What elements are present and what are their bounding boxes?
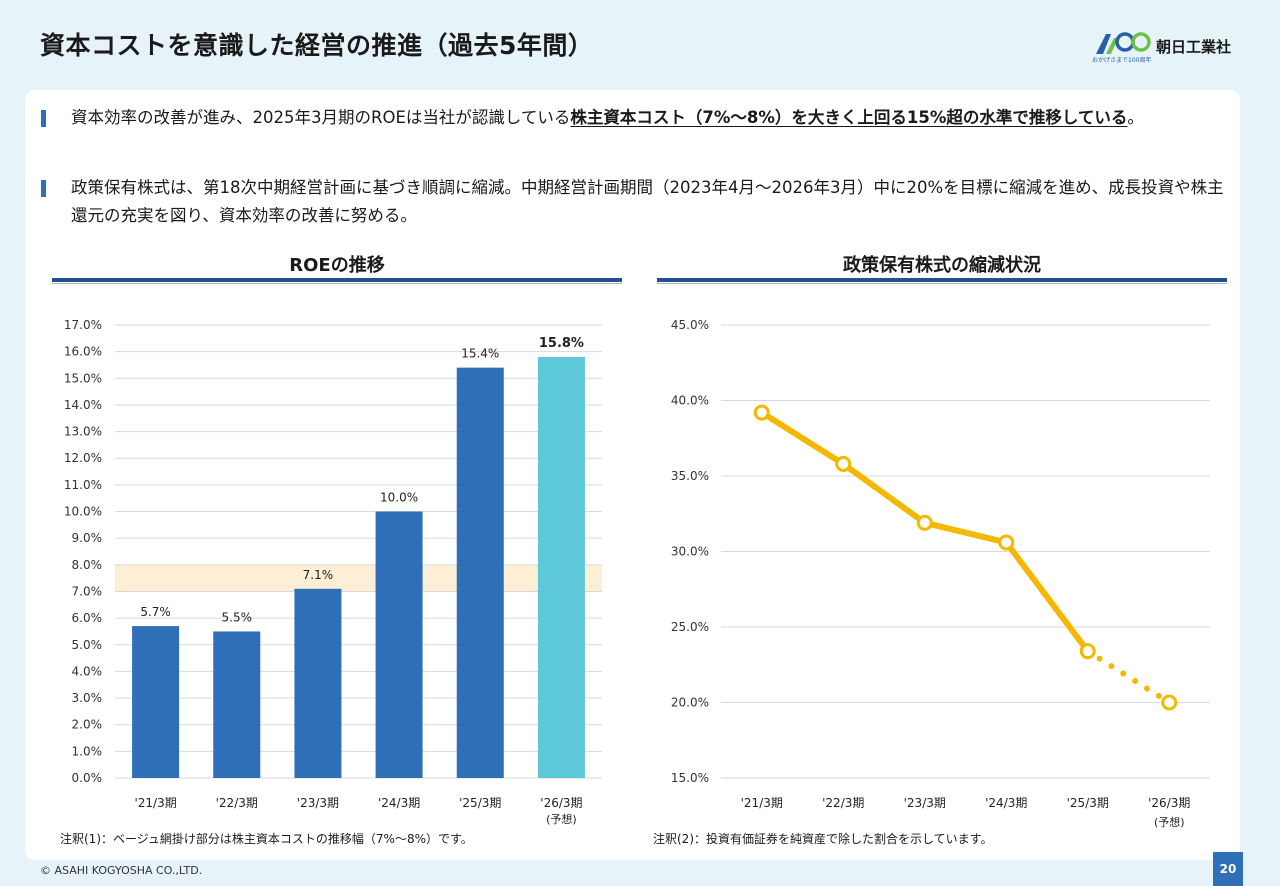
y-tick-label: 6.0% <box>72 611 103 625</box>
y-tick-label: 1.0% <box>72 744 103 758</box>
series-line-forecast <box>1084 648 1173 706</box>
y-tick-label: 10.0% <box>64 505 102 519</box>
y-tick-label: 45.0% <box>671 318 709 332</box>
x-tick-label: '26/3期 <box>1148 796 1190 810</box>
bullet-marker <box>41 180 46 197</box>
y-tick-label: 35.0% <box>671 469 709 483</box>
data-label: 7.1% <box>303 568 334 582</box>
bar <box>456 367 504 778</box>
data-label: 15.4% <box>461 347 499 361</box>
x-tick-label: '22/3期 <box>822 796 864 810</box>
roe-chart-note: 注釈(1)：ベージュ網掛け部分は株主資本コストの推移幅（7%～8%）です。 <box>60 832 473 846</box>
data-label: 5.5% <box>222 610 253 624</box>
data-point <box>998 534 1015 551</box>
data-point <box>753 404 770 421</box>
data-label: 5.7% <box>140 605 171 619</box>
x-tick-label: '21/3期 <box>134 796 176 810</box>
y-tick-label: 25.0% <box>671 620 709 634</box>
y-tick-label: 30.0% <box>671 545 709 559</box>
data-point <box>1161 694 1178 711</box>
bullet-cross-shareholdings: 政策保有株式は、第18次中期経営計画に基づき順調に縮減。中期経営計画期間（202… <box>41 174 1231 230</box>
y-tick-label: 12.0% <box>64 451 102 465</box>
y-tick-label: 11.0% <box>64 478 102 492</box>
y-tick-label: 13.0% <box>64 425 102 439</box>
y-tick-label: 3.0% <box>72 691 103 705</box>
bar <box>294 588 342 778</box>
x-tick-label: '25/3期 <box>1067 796 1109 810</box>
roe-chart-title: ROEの推移 <box>289 255 385 276</box>
y-tick-label: 14.0% <box>64 398 102 412</box>
x-tick-sublabel: (予想) <box>546 812 577 826</box>
logo-emblem-icon <box>1096 32 1151 54</box>
page-number: 20 <box>1213 852 1243 886</box>
data-label: 10.0% <box>380 491 418 505</box>
holdings-chart-note: 注釈(2)：投資有価証券を純資産で除した割合を示しています。 <box>653 832 993 846</box>
y-tick-label: 5.0% <box>72 638 103 652</box>
data-point <box>835 455 852 472</box>
y-tick-label: 20.0% <box>671 696 709 710</box>
y-tick-label: 15.0% <box>64 371 102 385</box>
logo-company-name: 朝日工業社 <box>1156 38 1232 56</box>
series-line-actual <box>758 409 1091 655</box>
bullet-highlight: 株主資本コスト（7%～8%）を大きく上回る15%超の水準で推移している <box>570 108 1128 127</box>
y-tick-label: 2.0% <box>72 718 103 732</box>
y-tick-label: 15.0% <box>671 771 709 785</box>
y-tick-label: 8.0% <box>72 558 103 572</box>
bullet-text: 資本効率の改善が進み、2025年3月期のROEは当社が認識している株主資本コスト… <box>71 108 1144 127</box>
x-tick-label: '24/3期 <box>985 796 1027 810</box>
x-tick-label: '22/3期 <box>216 796 258 810</box>
x-tick-sublabel: (予想) <box>1154 815 1185 829</box>
company-logo: おかげさまで100周年 朝日工業社 <box>1092 30 1242 64</box>
bar <box>537 356 585 778</box>
x-tick-label: '23/3期 <box>297 796 339 810</box>
y-tick-label: 7.0% <box>72 584 103 598</box>
y-tick-label: 17.0% <box>64 318 102 332</box>
cost-band <box>115 564 602 592</box>
holdings-chart: 15.0% 20.0% 25.0% 30.0% 35.0% 40.0% 45.0% '21/3… <box>671 318 1210 829</box>
y-tick-label: 0.0% <box>72 771 103 785</box>
x-tick-label: '21/3期 <box>741 796 783 810</box>
x-tick-label: '26/3期 <box>540 796 582 810</box>
bar <box>132 626 180 778</box>
x-tick-label: '25/3期 <box>459 796 501 810</box>
roe-chart-rule <box>52 278 622 284</box>
data-point <box>1079 643 1096 660</box>
x-tick-label: '24/3期 <box>378 796 420 810</box>
holdings-chart-title: 政策保有株式の縮減状況 <box>843 255 1041 276</box>
roe-chart: 0.0% 1.0% 2.0% 3.0% 4.0% 5.0% 6.0% 7.0% 8.0% 9.0%… <box>64 318 602 826</box>
bullet-roe: 資本効率の改善が進み、2025年3月期のROEは当社が認識している株主資本コスト… <box>41 104 1231 132</box>
y-tick-label: 4.0% <box>72 664 103 678</box>
holdings-chart-rule <box>657 278 1227 284</box>
bar <box>213 631 261 778</box>
y-tick-label: 40.0% <box>671 394 709 408</box>
data-point <box>916 514 933 531</box>
copyright: © ASAHI KOGYOSHA CO.,LTD. <box>40 864 203 877</box>
y-tick-label: 16.0% <box>64 345 102 359</box>
data-label: 15.8% <box>539 336 584 351</box>
bullet-marker <box>41 110 46 127</box>
y-tick-label: 9.0% <box>72 531 103 545</box>
bullet-text: 政策保有株式は、第18次中期経営計画に基づき順調に縮減。中期経営計画期間（202… <box>71 178 1224 225</box>
x-tick-label: '23/3期 <box>904 796 946 810</box>
page-title: 資本コストを意識した経営の推進（過去5年間） <box>40 31 594 60</box>
logo-tagline: おかげさまで100周年 <box>1092 57 1152 64</box>
bar <box>375 511 423 778</box>
